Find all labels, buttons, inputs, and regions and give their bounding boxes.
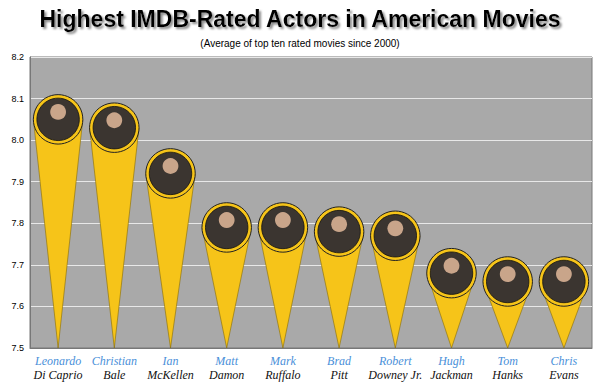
svg-text:7.5: 7.5 xyxy=(11,343,24,353)
svg-text:Matt: Matt xyxy=(214,354,238,368)
svg-text:Christian: Christian xyxy=(92,354,137,368)
svg-text:Jackman: Jackman xyxy=(430,368,473,382)
svg-text:Damon: Damon xyxy=(208,368,244,382)
svg-text:Ian: Ian xyxy=(162,354,179,368)
svg-text:Brad: Brad xyxy=(327,354,352,368)
svg-text:Chris: Chris xyxy=(551,354,578,368)
svg-text:McKellen: McKellen xyxy=(146,368,194,382)
svg-text:8.2: 8.2 xyxy=(11,52,24,62)
svg-text:(Average of top ten rated movi: (Average of top ten rated movies since 2… xyxy=(200,38,399,49)
svg-text:Mark: Mark xyxy=(269,354,297,368)
svg-text:7.6: 7.6 xyxy=(11,301,24,311)
svg-text:Di Caprio: Di Caprio xyxy=(33,368,83,382)
svg-text:8.0: 8.0 xyxy=(11,135,24,145)
svg-text:Hugh: Hugh xyxy=(437,354,465,368)
svg-text:Bale: Bale xyxy=(103,368,126,382)
svg-text:Evans: Evans xyxy=(548,368,579,382)
svg-text:8.1: 8.1 xyxy=(11,94,24,104)
svg-text:Downey Jr.: Downey Jr. xyxy=(367,368,422,382)
svg-text:7.8: 7.8 xyxy=(11,218,24,228)
svg-text:Ruffalo: Ruffalo xyxy=(264,368,300,382)
svg-text:7.9: 7.9 xyxy=(11,177,24,187)
svg-text:Hanks: Hanks xyxy=(491,368,523,382)
svg-text:Highest IMDB-Rated Actors in A: Highest IMDB-Rated Actors in American Mo… xyxy=(39,6,560,32)
svg-text:Robert: Robert xyxy=(378,354,412,368)
svg-text:Tom: Tom xyxy=(498,354,519,368)
svg-text:7.7: 7.7 xyxy=(11,260,24,270)
svg-text:Leonardo: Leonardo xyxy=(34,354,81,368)
svg-text:Pitt: Pitt xyxy=(329,368,348,382)
